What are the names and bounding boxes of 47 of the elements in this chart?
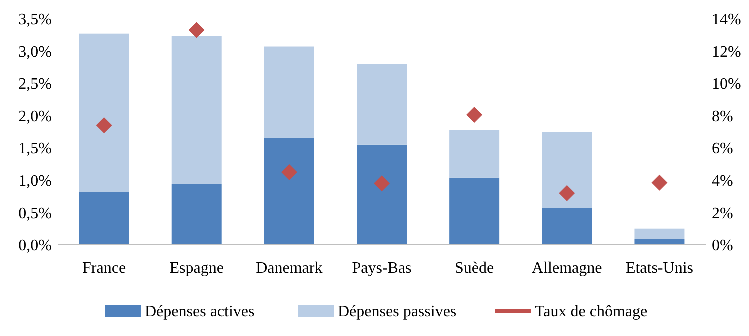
- point: [281, 164, 298, 180]
- y2-tick-label: 2%: [712, 205, 734, 222]
- y-tick-label: 0,5%: [18, 205, 52, 222]
- point: [96, 118, 112, 134]
- y-tick-label: 1,5%: [18, 140, 52, 158]
- x-tick-label: Danemark: [256, 260, 323, 277]
- bar: [634, 239, 685, 245]
- y-tick-label: 2,0%: [18, 108, 52, 126]
- bar: [264, 138, 314, 245]
- y2-tick-label: 0%: [712, 238, 734, 255]
- y-tick-label: 3,5%: [18, 12, 52, 29]
- x-tick-label: France: [82, 260, 126, 277]
- bar: [357, 64, 407, 145]
- y-tick-label: 0,0%: [18, 238, 52, 255]
- bar: [634, 228, 685, 240]
- y-tick-label: 1,0%: [18, 173, 52, 190]
- legend-label: Dépenses passives: [338, 304, 457, 321]
- x-tick-label: Etats-Unis: [626, 260, 694, 277]
- y2-tick-label: 6%: [712, 140, 734, 158]
- bar: [542, 132, 592, 208]
- bar: [79, 192, 130, 245]
- y2-tick-label: 4%: [712, 173, 734, 190]
- bar: [542, 208, 592, 245]
- bar: [450, 130, 500, 178]
- legend-label: Dépenses actives: [145, 304, 255, 321]
- y-tick-label: 3,0%: [18, 44, 52, 61]
- y-tick-label: 2,5%: [18, 76, 52, 94]
- x-tick-label: Pays-Bas: [352, 260, 412, 277]
- bar: [357, 144, 407, 245]
- bar: [450, 178, 500, 245]
- bar: [172, 184, 222, 245]
- point: [652, 174, 668, 191]
- x-tick-label: Allemagne: [532, 260, 602, 277]
- y2-tick-label: 14%: [712, 12, 742, 29]
- point: [466, 107, 483, 124]
- point: [559, 185, 576, 202]
- x-tick-label: Espagne: [170, 260, 224, 277]
- bar: [264, 46, 314, 138]
- x-tick-label: Suède: [455, 260, 494, 277]
- bar: [172, 36, 222, 184]
- legend-label: Taux de chômage: [535, 304, 648, 321]
- point: [188, 22, 205, 38]
- y2-tick-label: 10%: [712, 76, 742, 94]
- point: [374, 176, 390, 192]
- bar: [79, 34, 130, 192]
- y2-tick-label: 8%: [712, 108, 734, 126]
- y2-tick-label: 12%: [712, 44, 742, 61]
